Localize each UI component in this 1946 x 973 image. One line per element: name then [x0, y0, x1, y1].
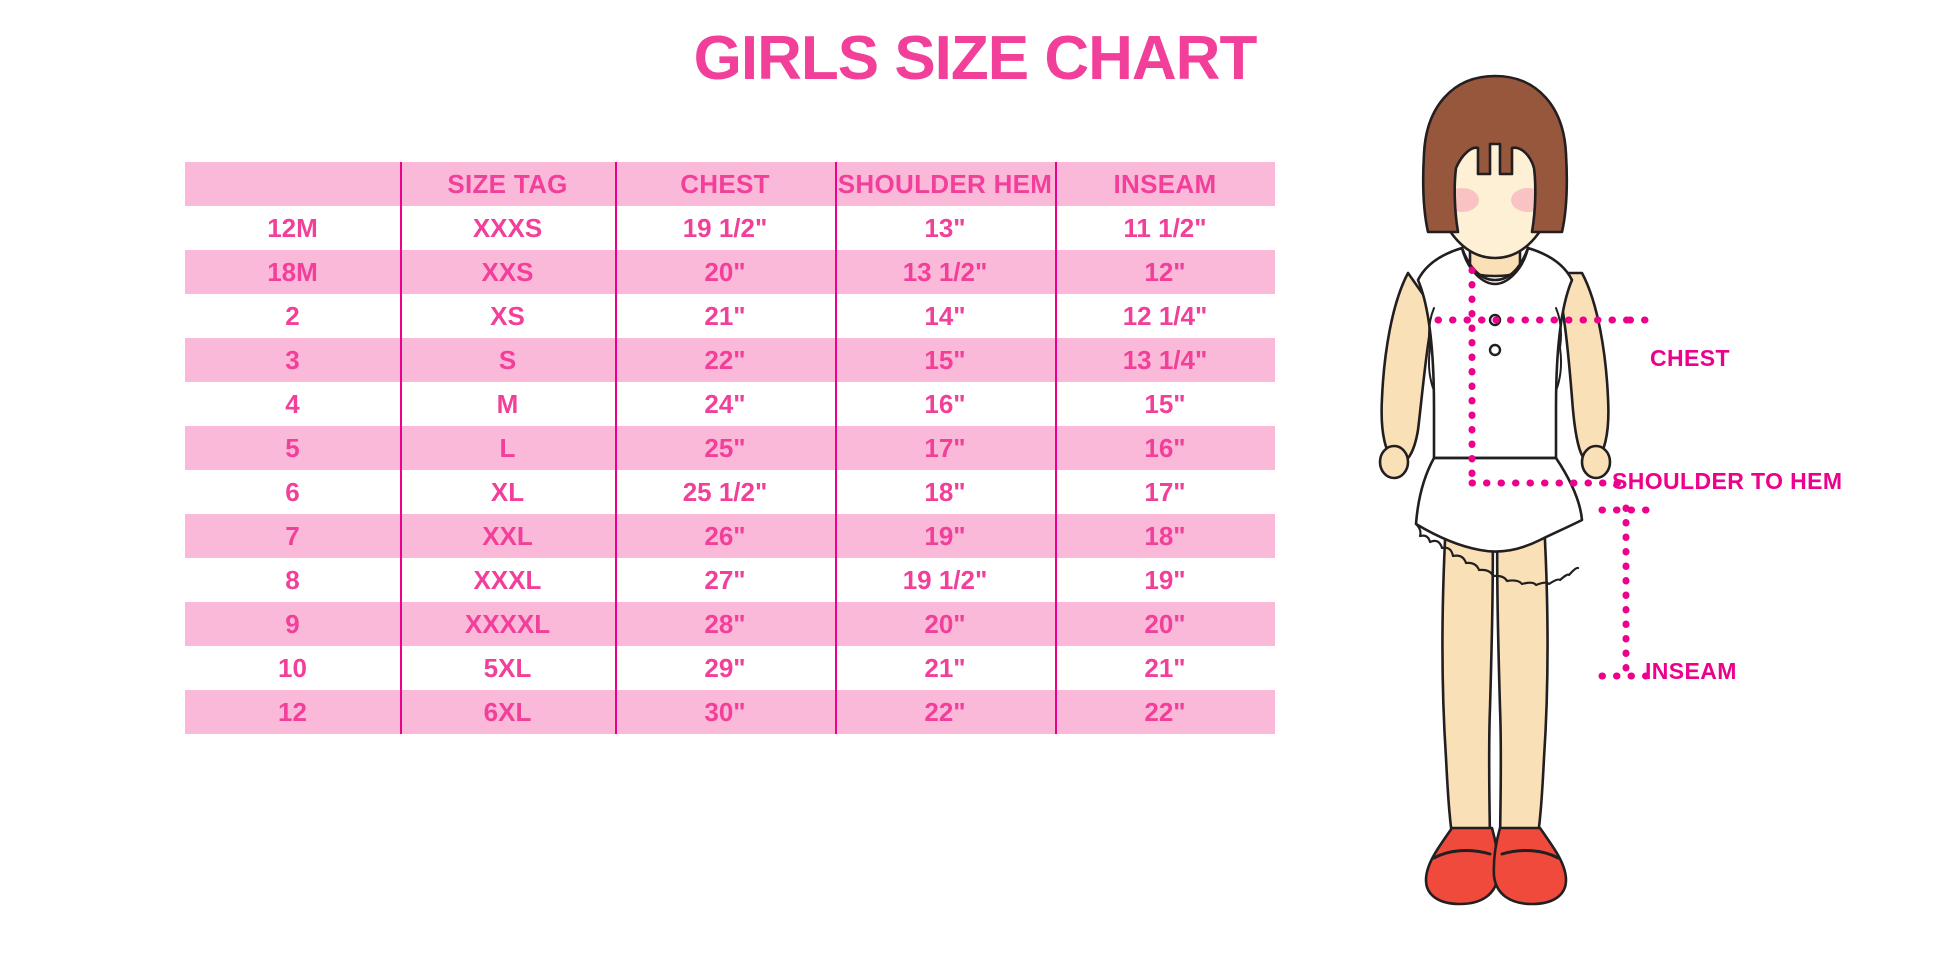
cell-inseam: 21"	[1055, 646, 1275, 690]
cell-size: 7	[285, 520, 300, 551]
cell-inseam: 12"	[1055, 250, 1275, 294]
cell-chest: 29"	[615, 646, 835, 690]
cell-inseam: 11 1/2"	[1055, 206, 1275, 250]
cell-chest: 20"	[615, 250, 835, 294]
table-body: 12M XXXS 19 1/2" 13" 11 1/2" 18M XXS 20" 13 1/2"…	[185, 206, 1275, 734]
cell-inseam: 19"	[1055, 558, 1275, 602]
skirt-shape	[1414, 456, 1584, 587]
cell-size: 12M	[267, 212, 318, 243]
girl-figure-illustration	[1378, 74, 1654, 906]
cell-size-tag: XS	[400, 294, 615, 338]
cell-chest: 27"	[615, 558, 835, 602]
cell-chest: 28"	[615, 602, 835, 646]
cell-chest: 21"	[615, 294, 835, 338]
table-header: SIZE TAG CHEST SHOULDER HEM INSEAM	[185, 162, 1275, 206]
cell-shoulder-hem: 19"	[835, 514, 1055, 558]
table-row: 3 S 22" 15" 13 1/4"	[185, 338, 1275, 382]
cell-size-tag: XXXS	[400, 206, 615, 250]
measurement-guides	[1434, 266, 1654, 682]
cell-shoulder-hem: 21"	[835, 646, 1055, 690]
cell-size-tag: XXL	[400, 514, 615, 558]
table-row: 4 M 24" 16" 15"	[185, 382, 1275, 426]
cell-size-tag: M	[400, 382, 615, 426]
cell-shoulder-hem: 22"	[835, 690, 1055, 734]
cell-shoulder-hem: 13"	[835, 206, 1055, 250]
cell-size: 12	[278, 696, 307, 727]
table-row: 6 XL 25 1/2" 18" 17"	[185, 470, 1275, 514]
cell-size-tag: XXXXL	[400, 602, 615, 646]
cell-size: 8	[285, 564, 300, 595]
cell-shoulder-hem: 19 1/2"	[835, 558, 1055, 602]
cell-size: 2	[285, 300, 300, 331]
top-garment-shape	[1416, 246, 1574, 460]
cell-inseam: 18"	[1055, 514, 1275, 558]
table-row: 8 XXXL 27" 19 1/2" 19"	[185, 558, 1275, 602]
cell-size: 10	[278, 652, 307, 683]
cell-inseam: 15"	[1055, 382, 1275, 426]
table-row: 2 XS 21" 14" 12 1/4"	[185, 294, 1275, 338]
cell-size-tag: L	[400, 426, 615, 470]
table-row: 12M XXXS 19 1/2" 13" 11 1/2"	[185, 206, 1275, 250]
cell-shoulder-hem: 18"	[835, 470, 1055, 514]
cell-shoulder-hem: 13 1/2"	[835, 250, 1055, 294]
measurement-label-chest: CHEST	[1650, 345, 1730, 371]
cell-inseam: 17"	[1055, 470, 1275, 514]
cell-size: 9	[285, 608, 300, 639]
hands-shape	[1378, 444, 1612, 480]
cell-chest: 25 1/2"	[615, 470, 835, 514]
legs-shape	[1441, 486, 1549, 850]
cell-size-tag: 5XL	[400, 646, 615, 690]
cell-shoulder-hem: 20"	[835, 602, 1055, 646]
cell-shoulder-hem: 15"	[835, 338, 1055, 382]
page-title: GIRLS SIZE CHART	[693, 24, 1258, 93]
cell-inseam: 16"	[1055, 426, 1275, 470]
column-header-size-tag: SIZE TAG	[400, 162, 615, 206]
size-chart-table: SIZE TAG CHEST SHOULDER HEM INSEAM 12M XX…	[185, 162, 1275, 734]
cell-inseam: 12 1/4"	[1055, 294, 1275, 338]
cell-size: 6	[285, 476, 300, 507]
cell-chest: 24"	[615, 382, 835, 426]
cell-chest: 30"	[615, 690, 835, 734]
column-header-inseam: INSEAM	[1055, 162, 1275, 206]
column-header-chest: CHEST	[615, 162, 835, 206]
table-row: 18M XXS 20" 13 1/2" 12"	[185, 250, 1275, 294]
table-row: 7 XXL 26" 19" 18"	[185, 514, 1275, 558]
column-header-size	[185, 162, 400, 206]
cell-size: 5	[285, 432, 300, 463]
cell-size: 4	[285, 388, 300, 419]
cell-inseam: 13 1/4"	[1055, 338, 1275, 382]
shoes-shape	[1424, 826, 1568, 906]
table-row: 10 5XL 29" 21" 21"	[185, 646, 1275, 690]
table-row: 5 L 25" 17" 16"	[185, 426, 1275, 470]
column-header-shoulder-hem: SHOULDER HEM	[835, 162, 1055, 206]
cell-inseam: 20"	[1055, 602, 1275, 646]
cell-size-tag: 6XL	[400, 690, 615, 734]
cell-size-tag: XXXL	[400, 558, 615, 602]
table-row: 12 6XL 30" 22" 22"	[185, 690, 1275, 734]
hair-shape	[1421, 74, 1569, 234]
cell-inseam: 22"	[1055, 690, 1275, 734]
cell-size-tag: XL	[400, 470, 615, 514]
cell-chest: 22"	[615, 338, 835, 382]
cell-shoulder-hem: 16"	[835, 382, 1055, 426]
cell-size-tag: S	[400, 338, 615, 382]
cell-chest: 19 1/2"	[615, 206, 835, 250]
cell-size: 3	[285, 344, 300, 375]
cell-size-tag: XXS	[400, 250, 615, 294]
measurement-label-inseam: INSEAM	[1645, 658, 1737, 684]
table-row: 9 XXXXL 28" 20" 20"	[185, 602, 1275, 646]
measurement-label-shoulder-to-hem: SHOULDER TO HEM	[1612, 468, 1843, 494]
table-header-row: SIZE TAG CHEST SHOULDER HEM INSEAM	[185, 162, 1275, 206]
cell-shoulder-hem: 17"	[835, 426, 1055, 470]
cell-chest: 25"	[615, 426, 835, 470]
cell-size: 18M	[267, 256, 318, 287]
cell-shoulder-hem: 14"	[835, 294, 1055, 338]
cell-chest: 26"	[615, 514, 835, 558]
